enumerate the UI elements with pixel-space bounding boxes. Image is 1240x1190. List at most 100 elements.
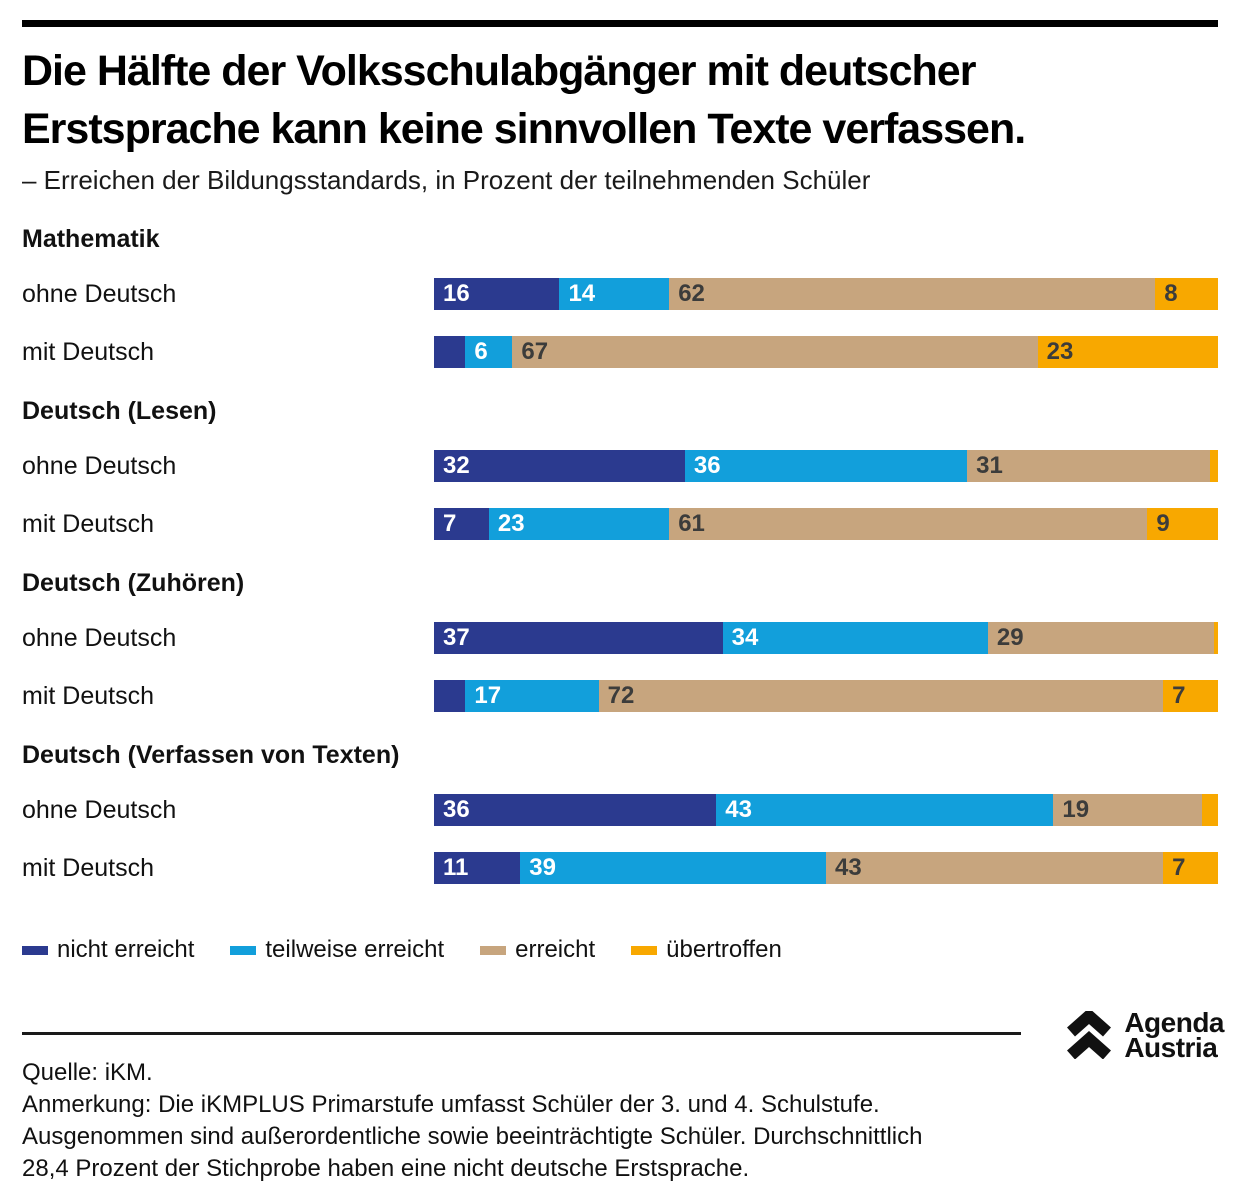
value-label: 67 — [521, 338, 549, 365]
bar-segment-übertroffen: 7 — [1163, 680, 1218, 712]
bar-row: ohne Deutsch 37 34 29 — [22, 622, 1218, 654]
bar-segment-übertroffen — [1214, 622, 1218, 654]
bar-segment-teilweise-erreicht: 43 — [716, 794, 1054, 826]
bar-segment-nicht-erreicht: 7 — [434, 508, 489, 540]
value-label: 17 — [474, 682, 502, 709]
value-label: 34 — [731, 624, 759, 651]
bar-segment-erreicht: 67 — [512, 336, 1038, 368]
chart-title-line-1: Die Hälfte der Volksschulabgänger mit de… — [22, 47, 976, 95]
bar-segment-teilweise-erreicht: 6 — [465, 336, 513, 368]
bar-segment-übertroffen — [1210, 450, 1218, 482]
row-label: mit Deutsch — [22, 337, 154, 366]
bar-row: mit Deutsch 11 39 43 7 — [22, 852, 1218, 884]
chart-section: Deutsch (Zuhören) ohne Deutsch 37 34 29 mit D… — [22, 568, 1218, 712]
value-label: 61 — [678, 510, 705, 537]
value-label: 11 — [443, 854, 469, 881]
bar-segment-teilweise-erreicht: 36 — [684, 450, 968, 482]
value-label: 7 — [1172, 682, 1186, 709]
legend-item: teilweise erreicht — [230, 936, 444, 964]
top-rule — [22, 20, 1218, 27]
agenda-austria-logo: Agenda Austria — [1066, 1007, 1224, 1063]
value-label: 36 — [693, 452, 721, 479]
legend-swatch — [480, 945, 507, 955]
bar-row: mit Deutsch 7 23 61 9 — [22, 508, 1218, 540]
bar-row: ohne Deutsch 32 36 31 — [22, 450, 1218, 482]
bar-row: ohne Deutsch 16 14 62 8 — [22, 278, 1218, 310]
chart-title: Die Hälfte der Volksschulabgänger mit de… — [22, 42, 1218, 158]
stacked-bar: 37 34 29 — [434, 622, 1218, 654]
value-label: 31 — [976, 452, 1003, 479]
chart-subtitle: – Erreichen der Bildungsstandards, in Pr… — [22, 165, 871, 195]
bar-segment-erreicht: 31 — [967, 450, 1211, 482]
value-label: 8 — [1164, 280, 1178, 307]
stacked-bar: 11 39 43 7 — [434, 852, 1218, 884]
chart-section: Deutsch (Verfassen von Texten) ohne Deuts… — [22, 740, 1218, 884]
row-label: mit Deutsch — [22, 853, 154, 882]
legend-label: teilweise erreicht — [265, 936, 445, 963]
stacked-bar: 16 14 62 8 — [434, 278, 1218, 310]
bar-segment-teilweise-erreicht: 14 — [559, 278, 670, 310]
bar-segment-teilweise-erreicht: 23 — [488, 508, 670, 540]
legend-item: nicht erreicht — [22, 936, 194, 964]
section-heading: Mathematik — [22, 225, 160, 253]
bar-segment-erreicht: 29 — [987, 622, 1215, 654]
bar-segment-erreicht: 19 — [1053, 794, 1203, 826]
bar-segment-übertroffen: 23 — [1037, 336, 1218, 368]
value-label: 7 — [1172, 854, 1186, 881]
chart-title-line-2: Erstsprache kann keine sinnvollen Texte … — [22, 105, 1026, 153]
value-label: 39 — [529, 854, 556, 881]
section-heading: Deutsch (Lesen) — [22, 397, 217, 425]
bar-segment-erreicht: 61 — [669, 508, 1148, 540]
legend-label: nicht erreicht — [57, 936, 195, 963]
bar-segment-nicht-erreicht — [434, 680, 466, 712]
value-label: 36 — [443, 796, 470, 823]
row-label: ohne Deutsch — [22, 279, 177, 308]
source-line: Quelle: iKM. — [22, 1059, 153, 1086]
bar-row: ohne Deutsch 36 43 19 — [22, 794, 1218, 826]
value-label: 43 — [834, 854, 862, 881]
row-label: ohne Deutsch — [22, 623, 177, 652]
footer-notes: Quelle: iKM. Anmerkung: Die iKMPLUS Prim… — [22, 1057, 1218, 1185]
value-label: 7 — [443, 510, 457, 537]
note-line-1: Anmerkung: Die iKMPLUS Primarstufe umfas… — [22, 1091, 880, 1118]
bar-segment-nicht-erreicht: 11 — [434, 852, 521, 884]
bar-segment-erreicht: 62 — [669, 278, 1156, 310]
logo-text-line-2: Austria — [1124, 1032, 1218, 1063]
bar-segment-nicht-erreicht: 16 — [434, 278, 560, 310]
row-label: mit Deutsch — [22, 509, 154, 538]
value-label: 23 — [497, 510, 525, 537]
bar-row: mit Deutsch 17 72 7 — [22, 680, 1218, 712]
value-label: 6 — [474, 338, 488, 365]
legend-label: erreicht — [515, 936, 596, 963]
value-label: 9 — [1156, 510, 1170, 537]
value-label: 19 — [1062, 796, 1090, 823]
section-heading: Deutsch (Verfassen von Texten) — [22, 741, 400, 769]
legend-swatch — [22, 945, 48, 955]
stacked-bar: 36 43 19 — [434, 794, 1218, 826]
value-label: 16 — [443, 280, 470, 307]
stacked-bar: 32 36 31 — [434, 450, 1218, 482]
bar-segment-teilweise-erreicht: 17 — [465, 680, 599, 712]
stacked-bar: 7 23 61 9 — [434, 508, 1218, 540]
stacked-bar: 17 72 7 — [434, 680, 1218, 712]
bar-segment-nicht-erreicht: 37 — [434, 622, 723, 654]
logo-text: Agenda Austria — [1124, 1007, 1224, 1063]
legend-swatch — [631, 945, 658, 955]
stacked-bar: 6 67 23 — [434, 336, 1218, 368]
section-heading: Deutsch (Zuhören) — [22, 569, 245, 597]
value-label: 62 — [678, 280, 705, 307]
legend-item: übertroffen — [631, 936, 782, 964]
bar-segment-erreicht: 43 — [825, 852, 1164, 884]
bar-row: mit Deutsch 6 67 23 — [22, 336, 1218, 368]
bar-segment-erreicht: 72 — [598, 680, 1164, 712]
note-line-2: Ausgenommen sind außerordentliche sowie … — [22, 1123, 923, 1150]
row-label: ohne Deutsch — [22, 795, 177, 824]
value-label: 23 — [1046, 338, 1074, 365]
value-label: 29 — [996, 624, 1024, 651]
stacked-bar-chart: Mathematik ohne Deutsch 16 14 62 8 mit Deutsch… — [22, 224, 1218, 884]
logo-text-line-1: Agenda — [1124, 1007, 1224, 1038]
legend-swatch — [230, 945, 257, 955]
row-label: ohne Deutsch — [22, 451, 177, 480]
bar-segment-übertroffen: 9 — [1147, 508, 1218, 540]
